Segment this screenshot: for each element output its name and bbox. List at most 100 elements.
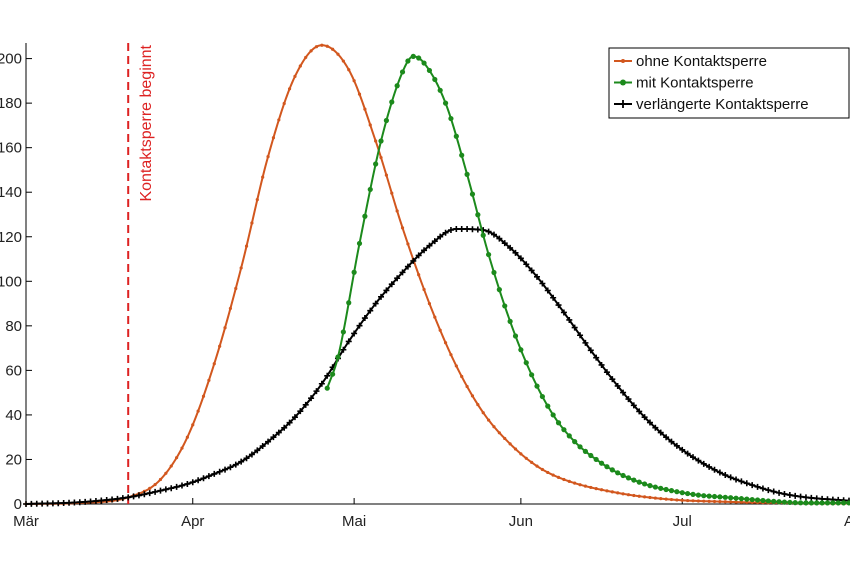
data-point — [626, 493, 631, 497]
data-point — [603, 369, 610, 376]
data-point — [524, 456, 528, 460]
data-point — [695, 457, 702, 464]
data-point — [648, 495, 652, 500]
data-point — [135, 492, 142, 499]
data-point — [776, 499, 782, 505]
data-point — [454, 364, 458, 368]
data-point — [534, 383, 540, 389]
data-point — [556, 475, 561, 480]
axes: 0 20 40 60 80 100 120 140 160 180 200 Mär Apr Mai Jun J… — [0, 43, 850, 530]
data-point — [227, 464, 234, 471]
data-point — [544, 287, 551, 294]
data-point — [765, 498, 771, 504]
y-tick-label: 40 — [5, 407, 22, 424]
data-point — [437, 87, 443, 93]
y-tick-label: 140 — [0, 184, 22, 201]
data-point — [287, 87, 292, 91]
data-point — [211, 470, 218, 477]
data-point — [238, 458, 245, 465]
data-point — [535, 464, 539, 468]
data-point — [621, 492, 625, 496]
data-point — [749, 482, 756, 489]
data-point — [562, 477, 566, 482]
data-point — [513, 447, 518, 451]
data-point — [421, 60, 427, 66]
data-point — [675, 498, 679, 502]
data-point — [502, 303, 508, 309]
data-point — [717, 494, 723, 500]
data-point — [711, 466, 718, 473]
data-point — [415, 252, 422, 259]
data-point — [723, 500, 727, 504]
data-point — [218, 344, 222, 348]
data-point — [686, 498, 690, 503]
data-point — [664, 497, 668, 501]
data-point — [841, 500, 847, 506]
data-point — [363, 107, 367, 111]
legend-entry-1: mit Kontaktsperre — [614, 75, 754, 92]
data-point — [55, 500, 62, 507]
data-point — [523, 261, 530, 268]
data-point — [298, 64, 302, 68]
data-point — [448, 115, 454, 122]
data-point — [792, 500, 798, 506]
data-point — [426, 242, 433, 249]
data-point — [668, 488, 675, 494]
data-point — [324, 385, 330, 391]
data-point — [729, 500, 733, 504]
data-point — [66, 499, 73, 506]
data-point — [152, 488, 159, 495]
data-point — [738, 496, 745, 502]
data-point — [28, 500, 35, 507]
data-point — [679, 446, 686, 453]
data-point — [512, 249, 519, 256]
data-point — [324, 372, 331, 379]
data-point — [158, 477, 163, 482]
data-point — [551, 473, 555, 477]
data-point — [417, 273, 421, 277]
data-point — [212, 362, 216, 366]
data-point — [680, 498, 684, 502]
data-point — [465, 384, 469, 389]
data-point — [594, 487, 598, 491]
data-point — [605, 489, 609, 493]
data-point — [759, 485, 766, 492]
data-point — [480, 232, 486, 238]
data-point — [770, 488, 777, 495]
data-point — [646, 419, 653, 426]
data-point — [410, 257, 417, 264]
data-point — [508, 442, 512, 446]
data-point — [546, 470, 550, 475]
data-point — [304, 55, 308, 60]
y-tick-label: 0 — [14, 496, 22, 513]
data-point — [475, 212, 481, 218]
data-point — [507, 244, 514, 251]
data-point — [281, 424, 288, 431]
data-point — [374, 139, 378, 143]
data-point — [345, 338, 352, 345]
data-point — [266, 154, 270, 159]
data-point — [754, 483, 761, 490]
data-point — [797, 500, 804, 506]
data-point — [636, 408, 643, 415]
data-point — [578, 483, 582, 487]
data-point — [372, 300, 379, 307]
data-point — [442, 229, 449, 236]
data-point — [82, 498, 89, 505]
legend-entry-0: ohne Kontaktsperre — [614, 53, 767, 70]
data-point — [625, 475, 632, 481]
y-tick-label: 60 — [5, 362, 22, 379]
data-point — [614, 382, 621, 389]
data-point — [275, 429, 282, 436]
data-point — [384, 173, 388, 177]
data-point — [609, 376, 616, 383]
data-point — [87, 498, 94, 505]
data-point — [593, 354, 600, 361]
data-point — [340, 329, 346, 335]
data-point — [406, 242, 410, 246]
y-tick-label: 180 — [0, 95, 22, 112]
data-point — [604, 464, 610, 470]
data-point — [690, 454, 697, 461]
data-point — [318, 380, 325, 387]
